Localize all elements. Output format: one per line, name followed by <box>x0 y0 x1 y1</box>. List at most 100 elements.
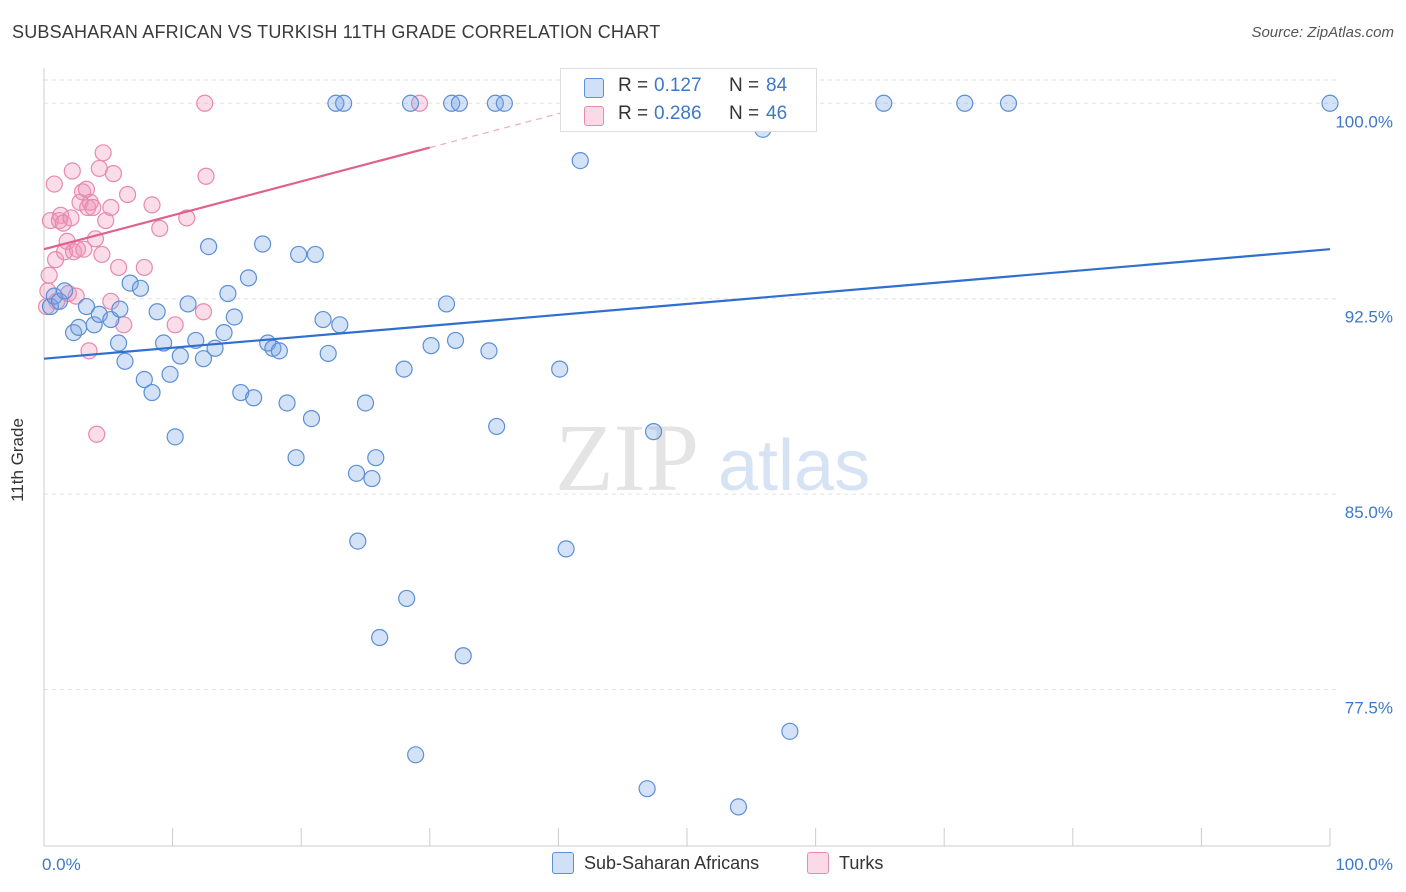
y-tick-label: 100.0% <box>1335 112 1393 131</box>
legend-n-value: 84 <box>766 75 788 96</box>
bottom-legend-swatch-blue <box>552 852 574 874</box>
blue-data-point <box>349 532 367 550</box>
legend-n-value: 46 <box>766 103 788 124</box>
x-tick-label: 100.0% <box>1335 855 1393 874</box>
legend-n-label: N = <box>729 75 760 96</box>
blue-data-point <box>347 464 366 482</box>
blue-data-point <box>956 94 974 112</box>
blue-data-point <box>557 540 575 558</box>
bottom-legend-label: Turks <box>839 853 884 873</box>
blue-data-point <box>41 297 60 316</box>
blue-data-point <box>999 94 1018 112</box>
blue-data-point <box>1321 94 1339 112</box>
blue-data-point <box>45 287 63 305</box>
blue-data-point <box>55 282 74 300</box>
stats-legend: R = 0.127 N = 84 R = 0.286 N = 46 <box>560 68 817 132</box>
legend-r-label: R = <box>618 75 649 96</box>
blue-data-point <box>270 342 288 360</box>
blue-trend-line <box>43 248 1331 360</box>
blue-data-point <box>302 410 321 428</box>
legend-r-value: 0.286 <box>654 103 702 124</box>
chart-title: SUBSAHARAN AFRICAN VS TURKISH 11TH GRADE… <box>12 22 661 42</box>
blue-data-point <box>131 279 150 297</box>
data-points <box>37 94 1339 816</box>
blue-data-point <box>488 417 506 436</box>
legend-n-label: N = <box>729 103 760 124</box>
blue-data-point <box>422 337 440 355</box>
watermark-zip: ZIP <box>555 404 699 511</box>
blue-data-point <box>245 389 263 407</box>
legend-swatch-pink <box>584 106 604 126</box>
blue-data-point <box>85 316 103 334</box>
blue-data-point <box>450 94 468 112</box>
blue-data-point <box>215 324 233 342</box>
blue-data-point <box>644 423 663 441</box>
blue-data-point <box>363 469 381 488</box>
pink-data-point <box>178 209 196 227</box>
blue-data-point <box>367 449 385 467</box>
blue-data-point <box>278 394 296 412</box>
pink-data-point <box>109 258 128 277</box>
blue-data-point <box>398 589 416 608</box>
blue-data-point <box>154 334 173 352</box>
blue-data-point <box>486 94 504 112</box>
blue-data-point <box>446 331 465 350</box>
pink-data-point <box>63 162 81 180</box>
pink-data-point <box>93 245 111 264</box>
pink-data-point <box>40 266 58 284</box>
axes <box>43 68 1331 847</box>
legend-swatch-blue <box>584 78 604 98</box>
blue-data-point <box>729 798 748 816</box>
blue-data-point <box>331 316 349 334</box>
pink-data-point <box>166 316 184 334</box>
trend-lines <box>43 106 1331 360</box>
source-label: Source: ZipAtlas.com <box>1251 24 1394 41</box>
blue-data-point <box>290 245 308 264</box>
blue-data-point <box>77 297 96 316</box>
blue-data-point <box>179 295 197 313</box>
blue-data-point <box>70 318 88 336</box>
blue-data-point <box>571 152 589 170</box>
pink-data-point <box>80 342 98 360</box>
blue-data-point <box>356 394 375 412</box>
pink-trend-extension <box>429 106 585 149</box>
tick-labels: 100.0% 92.5% 85.0% 77.5% 0.0% 100.0% <box>42 112 1393 874</box>
pink-data-point <box>97 211 115 230</box>
blue-data-point <box>225 308 243 326</box>
blue-data-point <box>407 746 425 764</box>
blue-data-point <box>219 284 237 303</box>
blue-data-point <box>454 647 472 665</box>
y-tick-label: 85.0% <box>1345 503 1393 522</box>
pink-data-point <box>88 425 106 443</box>
pink-data-point <box>194 303 213 321</box>
blue-data-point <box>875 94 893 112</box>
pink-data-point <box>45 175 63 193</box>
blue-data-point <box>395 360 413 378</box>
legend-r-label: R = <box>618 103 649 124</box>
pink-data-point <box>94 144 112 162</box>
blue-data-point <box>143 383 161 402</box>
legend-row-turks: R = 0.286 N = 46 <box>561 100 816 128</box>
blue-data-point <box>64 324 83 342</box>
pink-data-point <box>62 209 80 227</box>
blue-data-point <box>551 360 569 378</box>
blue-data-point <box>480 342 498 360</box>
blue-data-point <box>200 238 218 256</box>
pink-data-point <box>151 219 169 237</box>
pink-data-point <box>135 258 153 277</box>
pink-data-point <box>410 94 429 112</box>
blue-data-point <box>638 780 656 798</box>
legend-r-value: 0.127 <box>654 75 702 96</box>
blue-data-point <box>314 310 332 329</box>
pink-data-point <box>104 165 123 183</box>
blue-data-point <box>239 269 258 287</box>
blue-data-point <box>135 370 153 389</box>
blue-data-point <box>116 352 134 370</box>
pink-data-point <box>143 196 161 214</box>
bottom-legend-label: Sub-Saharan Africans <box>584 853 760 873</box>
bottom-legend-swatch-pink <box>807 852 829 874</box>
blue-data-point <box>254 235 272 253</box>
blue-data-point <box>50 292 69 310</box>
pink-data-point <box>77 180 96 198</box>
legend-row-sub-saharan: R = 0.127 N = 84 <box>561 72 816 100</box>
